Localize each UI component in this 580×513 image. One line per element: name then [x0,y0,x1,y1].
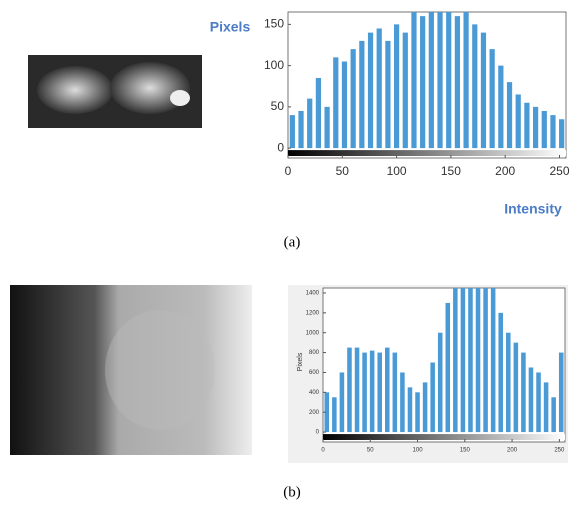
x-tick-label: 0 [285,164,292,178]
bar [307,98,313,149]
x-tick-label: 250 [554,448,565,454]
bar [367,32,374,149]
bar [550,115,556,149]
bar [369,350,375,433]
y-tick-label: 400 [309,390,320,396]
image-a [28,55,202,128]
y-tick-label: 1400 [306,291,320,297]
bar [422,382,428,433]
x-tick-label: 150 [460,448,471,454]
bar [315,77,322,149]
bar [472,24,478,149]
y-tick-label: 800 [309,350,320,356]
bar [359,40,365,149]
caption: (a) [284,234,301,250]
bar [415,392,420,433]
bar [524,102,530,149]
bar [289,115,295,149]
x-tick-label: 0 [321,448,325,454]
y-tick-label: 1000 [306,330,320,336]
bar [543,382,549,433]
y-axis-label: Pixels [210,19,251,35]
bar [480,32,487,149]
bar [475,288,481,433]
bar [498,65,504,149]
bar [332,397,337,433]
y-tick-label: 150 [264,17,284,31]
bar [498,312,503,433]
colorbar [288,150,566,156]
x-tick-label: 250 [549,164,569,178]
x-tick-label: 50 [336,164,350,178]
bar [489,49,495,149]
bar [460,288,466,433]
bar [506,82,513,149]
x-tick-label: 150 [441,164,461,178]
y-tick-label: 600 [309,370,320,376]
bar [376,28,382,149]
image-b [10,285,252,455]
x-tick-label: 200 [495,164,515,178]
bar [385,347,390,433]
bar [324,392,330,433]
bar [393,24,400,149]
bar [515,94,521,149]
bar [558,352,564,433]
bar [521,352,526,433]
bar [559,119,565,149]
bar [339,372,345,433]
colorbar [323,434,565,440]
x-tick-label: 100 [387,164,407,178]
bar [536,372,541,433]
bar [420,16,426,149]
bar [411,12,417,149]
bar [362,352,367,433]
bar [430,362,435,433]
bar [437,332,443,433]
bar [347,347,352,433]
bar [402,32,408,149]
bar [333,57,339,149]
bar [468,288,473,433]
bar [298,110,304,149]
x-tick-label: 100 [413,448,424,454]
bar [532,106,539,149]
bar [513,342,519,433]
bar [437,12,443,149]
bar [354,347,360,433]
bar [446,12,452,149]
bar [428,12,434,149]
bar [445,302,451,433]
bar [453,288,458,433]
bar [324,106,330,149]
bar [377,352,382,433]
y-tick-label: 0 [316,430,320,436]
y-axis-label: Pixels [297,352,304,371]
bar [454,16,461,149]
bar [341,61,348,149]
bar [385,40,391,149]
bar [490,288,496,433]
bar [541,110,547,149]
bar [483,288,488,433]
x-tick-label: 50 [367,448,374,454]
caption: (b) [283,484,301,500]
bar [551,397,556,433]
y-tick-label: 0 [277,140,284,154]
bar [463,12,469,149]
bar [407,387,413,433]
bar [400,372,405,433]
y-tick-label: 50 [271,99,285,113]
x-tick-label: 200 [507,448,518,454]
y-tick-label: 200 [309,410,320,416]
y-tick-label: 1200 [306,310,320,316]
y-tick-label: 100 [264,58,284,72]
bar [350,49,356,149]
bar [506,332,511,433]
bar [528,367,534,433]
x-axis-label: Intensity [504,201,562,217]
bar [392,352,398,433]
